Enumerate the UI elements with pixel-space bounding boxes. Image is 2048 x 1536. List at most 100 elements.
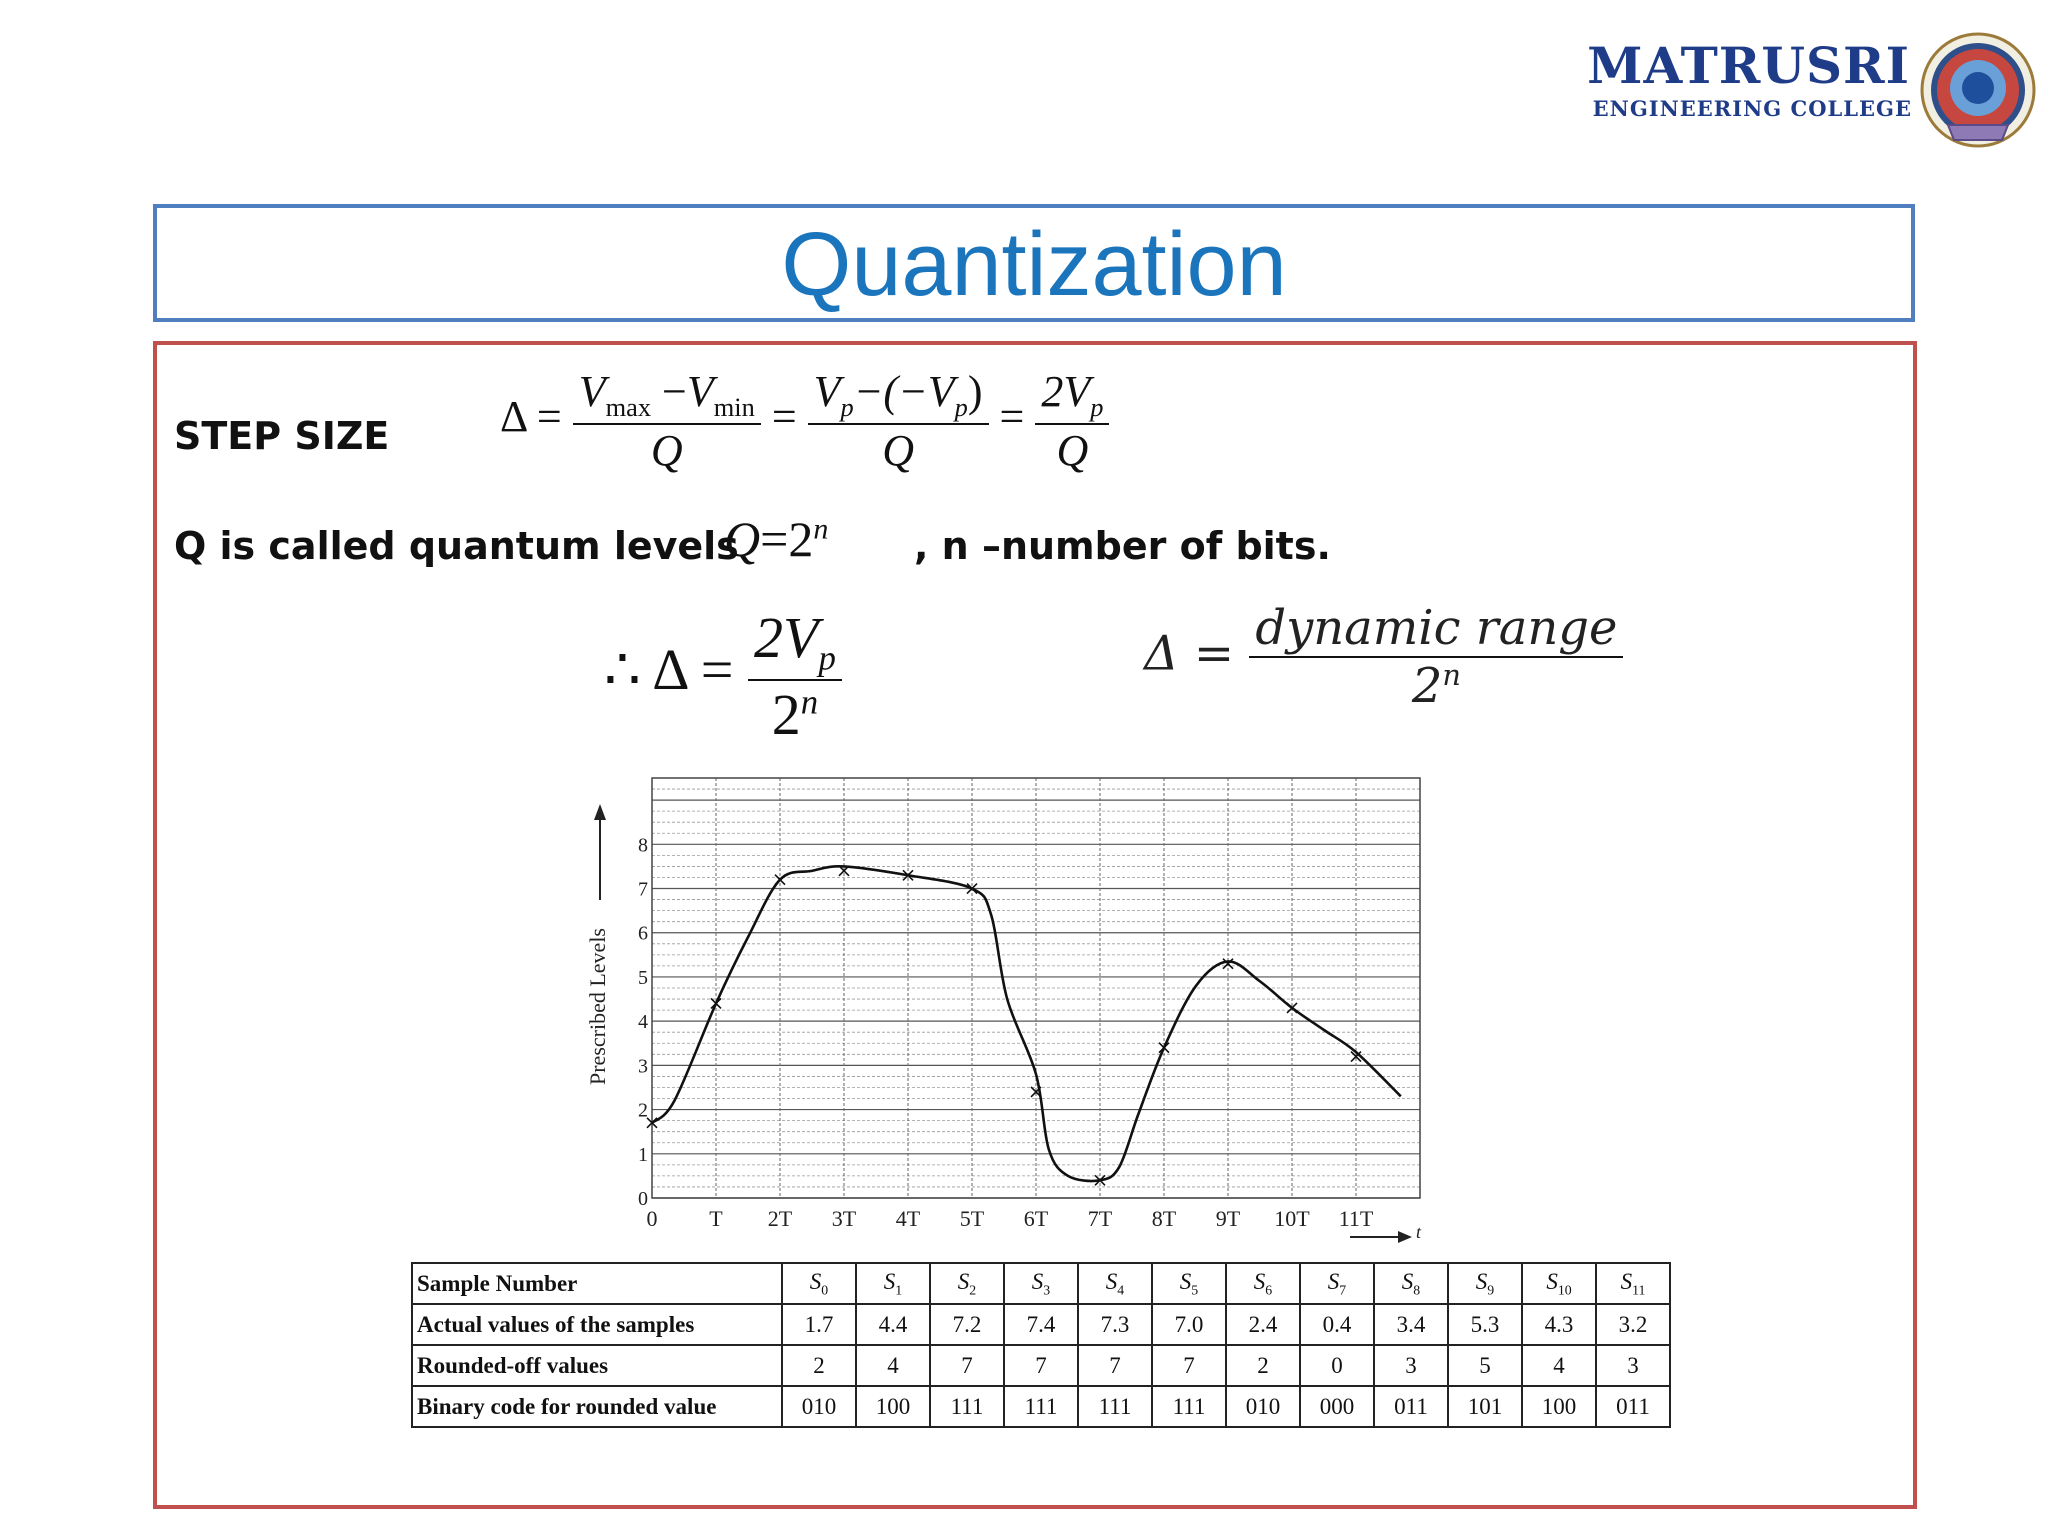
- rounded-value: 0: [1299, 1344, 1375, 1387]
- rounded-value: 3: [1595, 1344, 1671, 1387]
- y-tick-label: 3: [638, 1055, 648, 1077]
- rounded-value: 7: [929, 1344, 1005, 1387]
- binary-code: 000: [1299, 1385, 1375, 1428]
- fraction-numerator: Vp−(−Vp): [807, 366, 989, 425]
- sample-symbol: S9: [1447, 1262, 1523, 1305]
- sample-symbol: S10: [1521, 1262, 1597, 1305]
- rounded-value: 5: [1447, 1344, 1523, 1387]
- x-tick-label: 6T: [1024, 1206, 1049, 1231]
- binary-code: 111: [1077, 1385, 1153, 1428]
- actual-value: 1.7: [781, 1303, 857, 1346]
- signal-curve: [651, 865, 1402, 1183]
- bits-text: , n –number of bits.: [914, 524, 1331, 568]
- sample-marker: [966, 882, 978, 895]
- binary-code: 101: [1447, 1385, 1523, 1428]
- x-tick-label: 9T: [1216, 1206, 1241, 1231]
- rounded-value: 7: [1151, 1344, 1227, 1387]
- rounded-value: 7: [1077, 1344, 1153, 1387]
- y-axis-label: Prescribed Levels: [585, 928, 610, 1085]
- row-label: Actual values of the samples: [411, 1303, 783, 1346]
- sample-symbol: S6: [1225, 1262, 1301, 1305]
- y-tick-label: 5: [638, 967, 648, 989]
- rounded-value: 2: [1225, 1344, 1301, 1387]
- quantum-formula: Q=2n: [724, 511, 829, 567]
- row-label: Sample Number: [411, 1262, 783, 1305]
- actual-value: 3.2: [1595, 1303, 1671, 1346]
- sample-symbol: S1: [855, 1262, 931, 1305]
- slide-title: Quantization: [781, 215, 1287, 315]
- fraction-denominator: Q: [1056, 425, 1089, 475]
- sample-table: Sample Number S0 S1 S2 S3 S4 S5 S6 S7 S8 S9 S10 S11…: [411, 1262, 1671, 1428]
- actual-value: 7.3: [1077, 1303, 1153, 1346]
- x-tick-label: 10T: [1274, 1206, 1310, 1231]
- x-tick-label: 5T: [960, 1206, 985, 1231]
- y-tick-label: 4: [638, 1011, 648, 1033]
- rounded-value: 4: [855, 1344, 931, 1387]
- fraction-denominator: Q: [882, 425, 914, 475]
- binary-code: 010: [1225, 1385, 1301, 1428]
- x-tick-label: 7T: [1088, 1206, 1113, 1231]
- sample-marker: [774, 874, 786, 886]
- sample-marker: [1030, 1086, 1042, 1098]
- y-tick-label: 2: [638, 1100, 648, 1122]
- fraction-dynamic-range: dynamic range 2n: [1249, 600, 1624, 714]
- x-tick-label: 8T: [1152, 1206, 1177, 1231]
- college-seal-icon: [1920, 32, 2036, 148]
- logo-subtitle: ENGINEERING COLLEGE: [1592, 96, 1912, 121]
- quantization-chart: 0 1 2 3 4 5 6 7 8 0 T 2T 3T 4T 5T 6T 7T 8T 9T 10T 11T Prescri…: [585, 777, 1422, 1243]
- fraction-numerator: 2Vp: [1035, 366, 1110, 425]
- x-axis-label: t: [1416, 1222, 1422, 1242]
- fraction-2vp: 2Vp Q: [1035, 366, 1110, 476]
- content-box: [153, 341, 1917, 1509]
- binary-code: 010: [781, 1385, 857, 1428]
- equals-sign: =: [536, 392, 562, 441]
- sample-marker: [1094, 1174, 1106, 1186]
- y-tick-label: 1: [638, 1144, 648, 1166]
- row-label: Binary code for rounded value: [411, 1385, 783, 1428]
- actual-value: 0.4: [1299, 1303, 1375, 1346]
- y-tick-label: 6: [638, 923, 648, 945]
- y-tick-label: 8: [638, 834, 648, 856]
- table-row-binary: Binary code for rounded value 010 100 111 1…: [411, 1385, 1671, 1428]
- rounded-value: 7: [1003, 1344, 1079, 1387]
- sample-marker: [646, 1117, 658, 1129]
- sample-symbol: S3: [1003, 1262, 1079, 1305]
- binary-code: 111: [1003, 1385, 1079, 1428]
- actual-value: 4.3: [1521, 1303, 1597, 1346]
- x-tick-label: 3T: [832, 1206, 857, 1231]
- x-tick-label: 4T: [896, 1206, 921, 1231]
- fraction-vmax-vmin: Vmax −Vmin Q: [572, 366, 761, 476]
- college-logo: MATRUSRI ENGINEERING COLLEGE: [1587, 30, 2038, 150]
- table-row-sample-number: Sample Number S0 S1 S2 S3 S4 S5 S6 S7 S8 S9 S10 S11: [411, 1262, 1671, 1305]
- y-tick-label: 7: [638, 879, 648, 901]
- sample-symbol: S4: [1077, 1262, 1153, 1305]
- x-tick-label: T: [709, 1206, 723, 1231]
- sample-symbol: S7: [1299, 1262, 1375, 1305]
- rounded-value: 2: [781, 1344, 857, 1387]
- binary-code: 100: [855, 1385, 931, 1428]
- actual-value: 3.4: [1373, 1303, 1449, 1346]
- actual-value: 2.4: [1225, 1303, 1301, 1346]
- sample-symbol: S11: [1595, 1262, 1671, 1305]
- sample-marker: [1158, 1042, 1170, 1054]
- x-axis-arrowhead: [1398, 1231, 1412, 1243]
- sample-symbol: S2: [929, 1262, 1005, 1305]
- delta-symbol: Δ: [500, 392, 526, 441]
- sample-marker: [710, 997, 722, 1010]
- sample-marker: [1286, 1002, 1298, 1014]
- therefore-formula: ∴ Δ = 2Vp 2n: [604, 604, 842, 748]
- binary-code: 100: [1521, 1385, 1597, 1428]
- rounded-value: 3: [1373, 1344, 1449, 1387]
- binary-code: 111: [1151, 1385, 1227, 1428]
- x-tick-label: 0: [647, 1206, 658, 1231]
- y-axis-arrowhead: [594, 804, 606, 820]
- fraction-numerator: Vmax −Vmin: [572, 366, 761, 425]
- sample-marker: [838, 865, 850, 877]
- title-box: Quantization: [153, 204, 1915, 322]
- rounded-value: 4: [1521, 1344, 1597, 1387]
- sample-marker: [902, 869, 914, 881]
- actual-value: 5.3: [1447, 1303, 1523, 1346]
- actual-value: 7.2: [929, 1303, 1005, 1346]
- step-size-formula: Δ = Vmax −Vmin Q = Vp−(−Vp) Q = 2Vp Q: [500, 366, 1110, 476]
